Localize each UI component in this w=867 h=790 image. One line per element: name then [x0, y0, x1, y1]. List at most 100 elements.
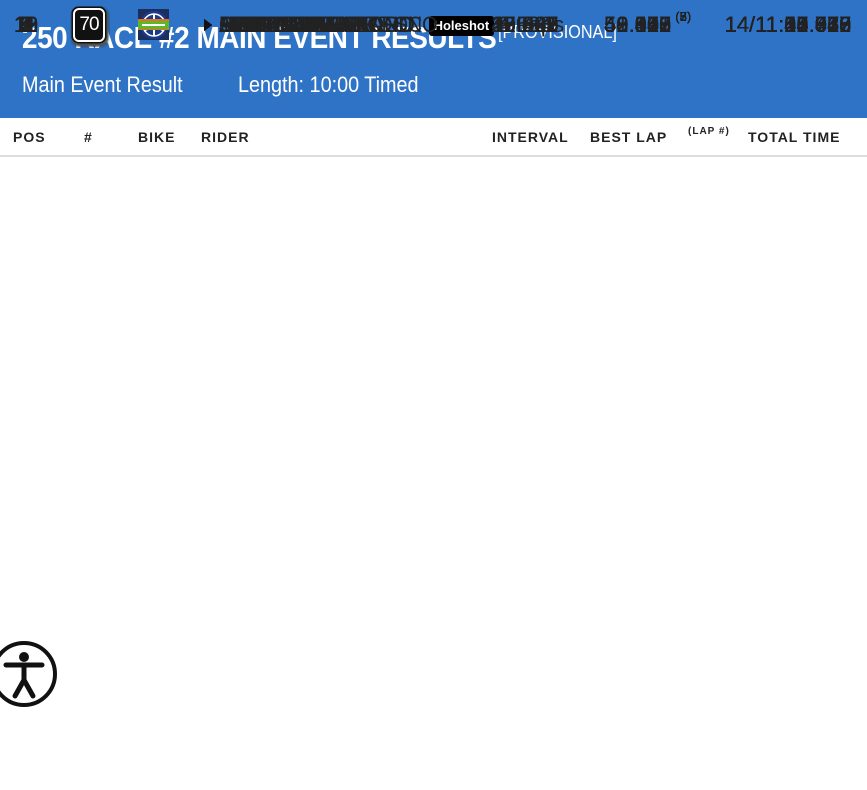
interval: 36.925 — [491, 12, 559, 37]
bike-logo — [138, 0, 170, 50]
best-lap: 50.465 (5) — [604, 0, 691, 50]
divider — [0, 155, 867, 157]
total-time: 14/11:10.025 — [724, 12, 852, 37]
lap-number: (7) — [675, 9, 692, 24]
rider: HUNTER YODER — [203, 0, 395, 50]
interval: 12.680 — [491, 12, 559, 37]
position: 4 — [19, 12, 33, 37]
position: 8 — [19, 12, 33, 37]
rider-name: LUX TURNER — [219, 12, 346, 37]
lap-number: (5) — [675, 9, 692, 24]
total-time: 14/11:21.043 — [724, 12, 852, 37]
subtitle: Main Event Result — [22, 72, 183, 97]
position: 11 — [14, 12, 38, 37]
interval: 49.341 — [491, 12, 559, 37]
position: 13 — [13, 12, 39, 37]
best-lap-time: 48.363 — [604, 12, 672, 37]
number-plate: 70 — [73, 8, 105, 42]
rider-name: MAXIMUS VOHLAND — [219, 12, 413, 37]
rider: MAXIMUS VOHLAND — [203, 0, 434, 50]
best-lap: 51.010 (7) — [604, 0, 691, 50]
position: 1 — [19, 12, 33, 37]
best-lap-time: 50.805 — [604, 12, 672, 37]
total-time: 14/11:55.520 — [724, 12, 852, 37]
rider-name: LEVI KITCHEN — [219, 12, 355, 37]
rider-name: HUNTER YODER — [219, 12, 378, 37]
position: 2 — [19, 12, 33, 37]
best-lap-time: 48.021 — [604, 12, 672, 37]
total-time: 14/11:35.477 — [724, 12, 852, 37]
best-lap: 50.012 (5) — [604, 0, 691, 50]
total-time: 14/11:48.675 — [724, 12, 852, 37]
rider-name: MAX ANSTIE — [219, 12, 338, 37]
rider-name: RYDER DIFRANCESCO — [219, 12, 438, 37]
best-lap: 52.025 (3) — [604, 0, 691, 50]
lap-number: (5) — [675, 9, 692, 24]
col-header: (LAP #) — [688, 126, 730, 137]
interval: 3.988 — [497, 12, 553, 37]
best-lap: 48.808 (3) — [604, 0, 691, 50]
total-time: 14/11:27.019 — [724, 12, 852, 37]
lap-number: (5) — [675, 9, 692, 24]
col-header: RIDER — [201, 129, 250, 145]
best-lap: 50.805 (5) — [604, 0, 691, 50]
best-lap: 49.413 (7) — [604, 0, 691, 50]
rider: CAMERON MCADOO Holeshot — [203, 0, 495, 50]
total-time: 14/11:55.379 — [724, 12, 852, 37]
best-lap-time: 49.149 — [604, 12, 672, 37]
badge: [PROVISIONAL] — [498, 22, 617, 42]
col-header: INTERVAL — [492, 129, 569, 145]
accessibility-button[interactable] — [0, 640, 60, 710]
lap-number: (2) — [675, 9, 692, 24]
total-time: 14/11:33.926 — [724, 12, 852, 37]
interval: 14 Laps — [485, 12, 565, 37]
interval: 20.981 — [491, 12, 559, 37]
best-lap: 48.021 (7) — [604, 0, 691, 50]
lap-number: (7) — [675, 9, 692, 24]
position: 3 — [19, 12, 33, 37]
rider-name: PARKER ROSS — [219, 12, 361, 37]
total-time: 14/11:54.636 — [724, 12, 852, 37]
best-lap: 49.149 (8) — [604, 0, 691, 50]
rider: CARSON MUMFORD — [203, 0, 434, 50]
rider-name: JOSHUA VARIZE — [219, 12, 374, 37]
position: 7 — [19, 12, 33, 37]
rider: PARKER ROSS — [203, 0, 376, 50]
best-lap-time: 48.992 — [604, 12, 672, 37]
rider-name: HAIDEN DEEGAN — [219, 12, 383, 37]
col-header: POS — [13, 129, 46, 145]
rider: HAIDEN DEEGAN — [203, 0, 401, 50]
rider-name: AVERY LONG — [219, 12, 346, 37]
interval: 48.598 — [491, 12, 559, 37]
col-header: BIKE — [138, 129, 176, 145]
rider: ANTHONY BOURDON — [203, 0, 445, 50]
best-lap-time: 51.010 — [604, 12, 672, 37]
rider: MAX ANSTIE — [203, 0, 351, 50]
total-time: 14/11:06.038 — [724, 12, 852, 37]
best-lap-time: 50.465 — [604, 12, 672, 37]
best-lap: 48.858 (5) — [604, 0, 691, 50]
lap-number: (5) — [675, 9, 692, 24]
length: Length: 10:00 Timed — [238, 72, 419, 97]
best-lap-time: 52.025 — [604, 12, 672, 37]
lap-number: (8) — [675, 9, 692, 24]
rider-name: CARSON MUMFORD — [219, 12, 413, 37]
best-lap-time: 48.808 — [604, 12, 672, 37]
col-header: TOTAL TIME — [748, 129, 841, 145]
lap-number: (3) — [675, 9, 692, 24]
lap-number: (7) — [675, 9, 692, 24]
total-time: 14/11:15.662 — [724, 12, 852, 37]
total-time: 14/11:18.718 — [724, 12, 852, 37]
position: 12 — [13, 12, 39, 37]
rider-name: CAMERON MCADOO — [219, 12, 415, 37]
interval: 42.637 — [491, 12, 559, 37]
best-lap-time: 48.858 — [604, 12, 672, 37]
holeshot-tag: Holeshot — [428, 16, 495, 37]
position: 10 — [13, 12, 39, 37]
total-time: 14/11:42.963 — [724, 12, 852, 37]
lap-number: (5) — [675, 9, 692, 24]
interval: 29.439 — [491, 12, 559, 37]
interval: 9.624 — [497, 12, 553, 37]
interval: 49.482 — [491, 12, 559, 37]
